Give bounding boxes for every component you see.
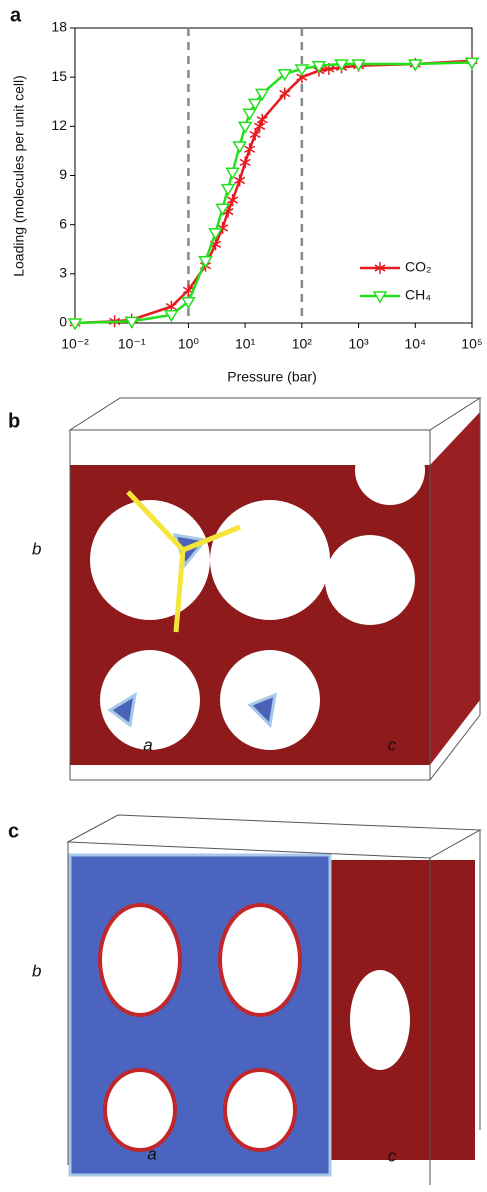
panel-label: b [8, 410, 20, 432]
y-tick-label: 6 [59, 215, 67, 231]
structure-render-b [70, 398, 480, 780]
y-tick-label: 3 [59, 265, 67, 281]
data-point [244, 109, 256, 119]
panel-label: c [8, 820, 19, 842]
data-point [244, 143, 254, 155]
figure: a b c b a c b a c Pressure (bar) Loading… [0, 0, 487, 1192]
x-tick-label: 10¹ [235, 336, 256, 352]
axis-label: b [32, 961, 41, 980]
x-tick-label: 10² [292, 336, 313, 352]
axis-label: a [143, 735, 152, 754]
legend-label: CH₄ [405, 287, 431, 303]
data-point [240, 156, 250, 168]
plot-frame [75, 28, 472, 323]
marker-shape [239, 122, 251, 132]
legend-label: CO₂ [405, 259, 431, 275]
x-tick-label: 10⁰ [178, 336, 200, 352]
legend-item: CH₄ [360, 287, 431, 303]
y-tick-label: 0 [59, 314, 67, 330]
axis-label: c [388, 1146, 397, 1165]
series-line [75, 62, 472, 323]
x-tick-label: 10⁻¹ [118, 336, 146, 352]
data-point [227, 168, 239, 178]
marker-shape [222, 185, 234, 195]
legend-item: CO₂ [360, 259, 431, 275]
marker-shape [249, 99, 261, 109]
marker-shape [200, 257, 212, 267]
marker-shape [244, 109, 256, 119]
data-point [234, 174, 244, 186]
panel-label: a [10, 4, 22, 26]
data-point [249, 99, 261, 109]
x-tick-label: 10³ [348, 336, 369, 352]
y-tick-label: 9 [59, 166, 67, 182]
data-point [222, 185, 234, 195]
data-point [239, 122, 251, 132]
structure-render-c [68, 815, 480, 1185]
series-line [75, 61, 472, 323]
y-tick-label: 15 [51, 68, 67, 84]
x-axis-title: Pressure (bar) [227, 369, 316, 385]
marker-shape [227, 168, 239, 178]
data-point [200, 257, 212, 267]
y-tick-label: 18 [51, 19, 67, 35]
data-point [234, 142, 246, 152]
y-tick-label: 12 [51, 117, 67, 133]
x-tick-label: 10⁻² [61, 336, 89, 352]
x-tick-label: 10⁵ [461, 336, 482, 352]
axis-label: c [388, 735, 397, 754]
axis-label: a [147, 1144, 156, 1163]
y-axis-title: Loading (molecules per unit cell) [11, 75, 27, 277]
marker-shape [234, 142, 246, 152]
axis-label: b [32, 539, 41, 558]
x-tick-label: 10⁴ [404, 336, 426, 352]
